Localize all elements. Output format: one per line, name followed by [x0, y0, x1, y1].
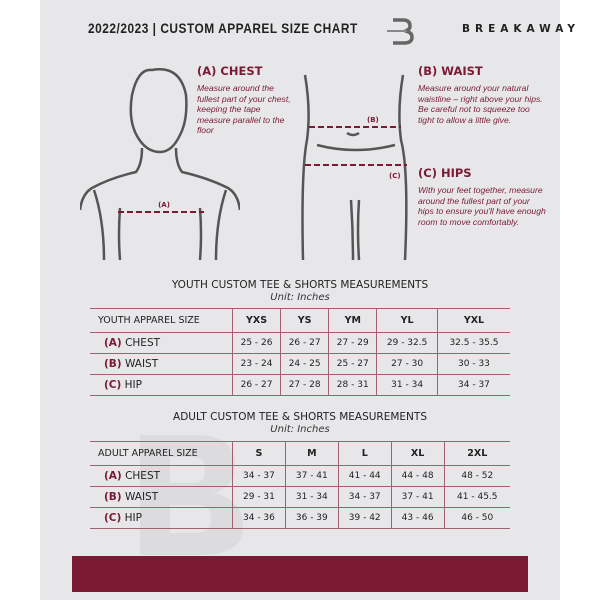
measurement-value: 37 - 41 [390, 486, 445, 508]
measurement-value: 34 - 37 [232, 465, 286, 487]
measurement-label: (C) HIP [90, 507, 233, 529]
measurement-code: (A) [104, 470, 122, 482]
measurement-label: (C) HIP [90, 374, 233, 396]
measurement-value: 31 - 34 [284, 486, 339, 508]
youth-table-title: YOUTH CUSTOM TEE & SHORTS MEASUREMENTS [171, 279, 429, 291]
size-chart-page: 2022/2023 | CUSTOM APPAREL SIZE CHART BR… [40, 0, 575, 600]
measurement-value: 37 - 41 [284, 465, 339, 487]
measurement-value: 25 - 26 [231, 332, 282, 354]
header-row: YOUTH APPAREL SIZE YXS YS YM YL YXL [90, 308, 510, 333]
measurement-name: HIP [124, 512, 142, 524]
table-row: (A) CHEST 25 - 26 26 - 27 27 - 29 29 - 32.5 3… [90, 332, 510, 354]
size-header: L [337, 441, 392, 466]
measurement-value: 39 - 42 [337, 507, 392, 529]
table-row: (A) CHEST 34 - 37 37 - 41 41 - 44 44 - 48 48 … [90, 465, 510, 487]
measurement-value: 23 - 24 [231, 353, 282, 375]
size-header: XL [390, 441, 445, 466]
measurement-label: (B) WAIST [90, 353, 233, 375]
table-row: (B) WAIST 23 - 24 24 - 25 25 - 27 27 - 30 30 … [90, 353, 510, 375]
measurement-value: 34 - 36 [232, 507, 286, 529]
table-row: (C) HIP 34 - 36 36 - 39 39 - 42 43 - 46 46 - … [90, 507, 510, 529]
measurement-code: (A) [104, 337, 122, 349]
waist-marker: (B) [367, 116, 379, 124]
torso-figure: (B) (C) [301, 74, 408, 261]
measurement-value: 34 - 37 [436, 374, 510, 396]
measurement-value: 28 - 31 [328, 374, 378, 396]
chest-marker: (A) [158, 201, 170, 209]
table-row: (C) HIP 26 - 27 27 - 28 28 - 31 31 - 34 34 - … [90, 374, 510, 396]
measurement-value: 34 - 37 [337, 486, 392, 508]
size-label-header: YOUTH APPAREL SIZE [90, 308, 233, 333]
hips-description: With your feet together, measure around … [418, 185, 546, 227]
size-header: S [232, 441, 286, 466]
youth-size-table: YOUTH APPAREL SIZE YXS YS YM YL YXL (A) CHEST 2… [90, 308, 510, 396]
header-row: ADULT APPAREL SIZE S M L XL 2XL [90, 441, 510, 466]
page-title: 2022/2023 | CUSTOM APPAREL SIZE CHART [88, 20, 358, 36]
measurement-code: (B) [104, 358, 122, 370]
measurement-value: 24 - 25 [280, 353, 330, 375]
measurement-value: 26 - 27 [231, 374, 282, 396]
measurement-label: (A) CHEST [90, 465, 233, 487]
measurement-value: 44 - 48 [390, 465, 445, 487]
measurement-name: CHEST [125, 470, 161, 482]
waist-heading: (B) WAIST [418, 64, 483, 78]
waist-description: Measure around your natural waistline – … [418, 83, 543, 125]
size-header: 2XL [443, 441, 510, 466]
measurement-value: 48 - 52 [443, 465, 510, 487]
measurement-value: 36 - 39 [284, 507, 339, 529]
measurement-value: 31 - 34 [376, 374, 438, 396]
measurement-label: (B) WAIST [90, 486, 233, 508]
youth-unit: Unit: Inches [270, 292, 330, 303]
measurement-value: 43 - 46 [390, 507, 445, 529]
measurement-value: 26 - 27 [280, 332, 330, 354]
size-header: YS [280, 308, 330, 333]
measurement-label: (A) CHEST [90, 332, 233, 354]
brand-name: BREAKAWAY [462, 23, 581, 35]
measurement-value: 27 - 28 [280, 374, 330, 396]
breakaway-logo-icon [387, 18, 414, 45]
size-header: YL [376, 308, 438, 333]
measurement-name: HIP [124, 379, 142, 391]
adult-unit: Unit: Inches [270, 424, 330, 435]
hips-heading: (C) HIPS [418, 166, 472, 180]
size-label-header: ADULT APPAREL SIZE [90, 441, 233, 466]
adult-size-table: ADULT APPAREL SIZE S M L XL 2XL (A) CHEST 34 - … [90, 441, 510, 529]
measurement-value: 41 - 45.5 [443, 486, 510, 508]
measurement-name: CHEST [125, 337, 161, 349]
measurement-name: WAIST [124, 358, 159, 370]
measurement-value: 29 - 32.5 [376, 332, 438, 354]
measurement-code: (B) [104, 491, 122, 503]
table-row: (B) WAIST 29 - 31 31 - 34 34 - 37 37 - 41 41 … [90, 486, 510, 508]
measurement-code: (C) [104, 512, 122, 524]
measurement-value: 27 - 30 [376, 353, 438, 375]
measurement-value: 46 - 50 [443, 507, 510, 529]
chest-heading: (A) CHEST [197, 64, 263, 78]
measurement-value: 30 - 33 [436, 353, 510, 375]
size-header: YXS [231, 308, 282, 333]
measurement-value: 25 - 27 [328, 353, 378, 375]
size-header: YM [328, 308, 378, 333]
footer-band [72, 556, 528, 592]
chest-description: Measure around the fullest part of your … [197, 83, 291, 135]
measurement-value: 29 - 31 [232, 486, 286, 508]
chest-figure: (A) [80, 68, 240, 261]
measurement-value: 27 - 29 [328, 332, 378, 354]
hips-marker: (C) [389, 172, 401, 180]
adult-table-title: ADULT CUSTOM TEE & SHORTS MEASUREMENTS [173, 411, 427, 423]
measurement-value: 32.5 - 35.5 [436, 332, 510, 354]
size-header: YXL [436, 308, 510, 333]
size-header: M [284, 441, 339, 466]
measurement-code: (C) [104, 379, 122, 391]
measurement-value: 41 - 44 [337, 465, 392, 487]
measurement-name: WAIST [124, 491, 159, 503]
